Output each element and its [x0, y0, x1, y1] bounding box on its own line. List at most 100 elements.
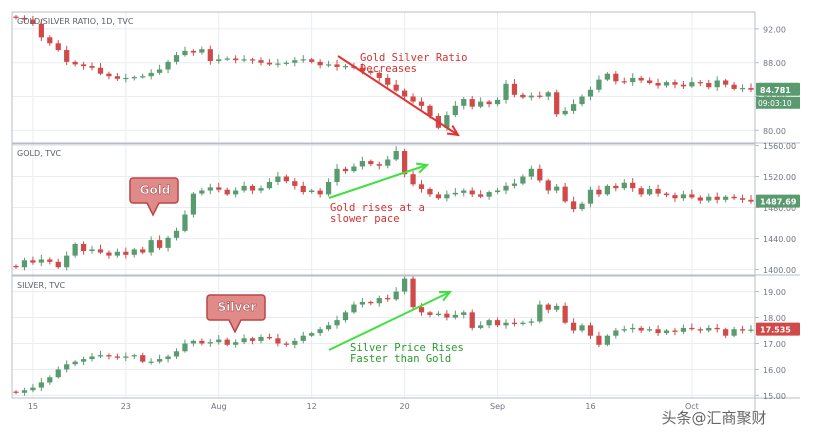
ratio-candle-body: [503, 83, 509, 100]
silver-candle-body: [148, 361, 154, 363]
x-tick-label: 15: [28, 402, 38, 411]
ratio-candle-body: [359, 67, 365, 72]
silver-candle-body: [258, 337, 264, 341]
ratio-candle-body: [140, 76, 146, 78]
silver-candle-body: [393, 291, 399, 300]
ratio-candle-body: [621, 81, 627, 83]
silver-candle-body: [655, 329, 661, 334]
gold-candle-body: [55, 261, 61, 268]
silver-candle-body: [64, 364, 70, 370]
candles-layer: [13, 15, 754, 396]
gold-candle-body: [97, 249, 104, 253]
gold-y-tick-label: 1440.00: [763, 235, 796, 244]
gold-candle-body: [292, 181, 298, 186]
silver-candle-body: [165, 356, 171, 360]
ratio-candle-body: [233, 58, 239, 61]
gold-candle-body: [478, 194, 484, 197]
gold-candle-body: [689, 194, 695, 198]
ratio-candle-body: [587, 89, 594, 97]
gold-pane-title: GOLD, TVC: [17, 149, 62, 158]
gold-candle-body: [266, 181, 273, 189]
gold-candle-body: [739, 198, 746, 200]
silver-candle-body: [435, 313, 442, 315]
ratio-candle-body: [190, 50, 197, 53]
gold-up-arrow-head: [415, 162, 430, 174]
x-tick-label: 23: [121, 402, 131, 411]
silver-candle-body: [731, 329, 737, 336]
ratio-candle-body: [283, 62, 289, 64]
silver-candle-body: [199, 340, 205, 344]
ratio-candle-body: [410, 96, 416, 102]
silver-candle-body: [545, 304, 551, 310]
ratio-candle-body: [292, 60, 298, 63]
silver-candle-body: [266, 337, 273, 339]
silver-candle-body: [140, 355, 146, 362]
silver-callout-text: Silver: [218, 300, 257, 314]
silver-annotation-text: Faster than Gold: [350, 353, 451, 365]
gold-candle-body: [663, 193, 670, 196]
ratio-candle-body: [630, 77, 636, 83]
gold-candle-body: [604, 185, 610, 195]
ratio-candle-body: [444, 115, 450, 128]
gold-candle-body: [283, 176, 289, 182]
silver-candle-body: [452, 314, 458, 318]
gold-candle-body: [537, 168, 543, 181]
silver-candle-body: [233, 342, 239, 345]
ratio-candle-body: [241, 59, 247, 61]
gold-candle-body: [89, 249, 95, 251]
ratio-candle-body: [604, 73, 610, 80]
gold-candle-body: [655, 188, 661, 194]
ratio-candle-body: [97, 67, 104, 74]
ratio-candle-body: [13, 16, 19, 18]
ratio-candle-body: [80, 64, 87, 67]
gold-candle-body: [444, 194, 450, 199]
x-tick-label: Aug: [211, 402, 227, 411]
ratio-down-arrow: [337, 55, 460, 137]
ratio-y-tick-label: 92.00: [763, 25, 786, 34]
silver-candle-body: [427, 312, 433, 315]
ratio-candle-body: [165, 61, 171, 70]
gold-candle-body: [714, 196, 720, 200]
silver-candle-body: [182, 343, 188, 352]
silver-pane-title: SILVER, TVC: [17, 281, 66, 290]
x-tick-label: Sep: [490, 402, 505, 411]
ratio-candle-body: [123, 77, 129, 80]
ratio-candle-body: [511, 83, 518, 95]
silver-up-arrow-shaft: [328, 291, 451, 351]
ratio-candle-body: [249, 59, 256, 61]
silver-candle-body: [697, 329, 703, 331]
ratio-candle-body: [157, 69, 163, 73]
gold-candle-body: [410, 174, 416, 185]
ratio-candle-body: [148, 72, 154, 77]
ratio-candle-body: [647, 80, 653, 83]
gold-callout-text: Gold: [140, 183, 171, 197]
gold-candle-body: [72, 243, 78, 256]
silver-candle-body: [173, 351, 180, 357]
gold-last-price-label: 1487.69: [760, 198, 797, 207]
ratio-candle-body: [402, 90, 408, 97]
silver-candle-body: [714, 327, 720, 330]
silver-candle-body: [224, 339, 230, 345]
silver-candle-body: [89, 356, 95, 360]
ratio-candle-body: [309, 59, 315, 62]
silver-candle-body: [444, 313, 450, 318]
gold-candle-body: [148, 240, 154, 253]
silver-candle-body: [72, 361, 78, 365]
gold-candle-body: [123, 251, 129, 255]
ratio-candle-body: [579, 96, 585, 105]
silver-candle-body: [317, 329, 323, 334]
gold-candle-body: [680, 194, 687, 199]
gold-candle-body: [621, 182, 627, 189]
gold-candle-body: [182, 214, 188, 231]
silver-candle-body: [562, 305, 568, 323]
gold-candle-body: [376, 164, 382, 166]
ratio-candle-body: [486, 101, 492, 105]
gold-up-arrow-shaft: [328, 164, 428, 199]
gold-candle-body: [393, 150, 399, 160]
silver-candle-body: [486, 320, 492, 326]
ratio-candle-body: [613, 73, 619, 82]
ratio-candle-body: [224, 58, 230, 60]
gold-candle-body: [317, 190, 323, 195]
